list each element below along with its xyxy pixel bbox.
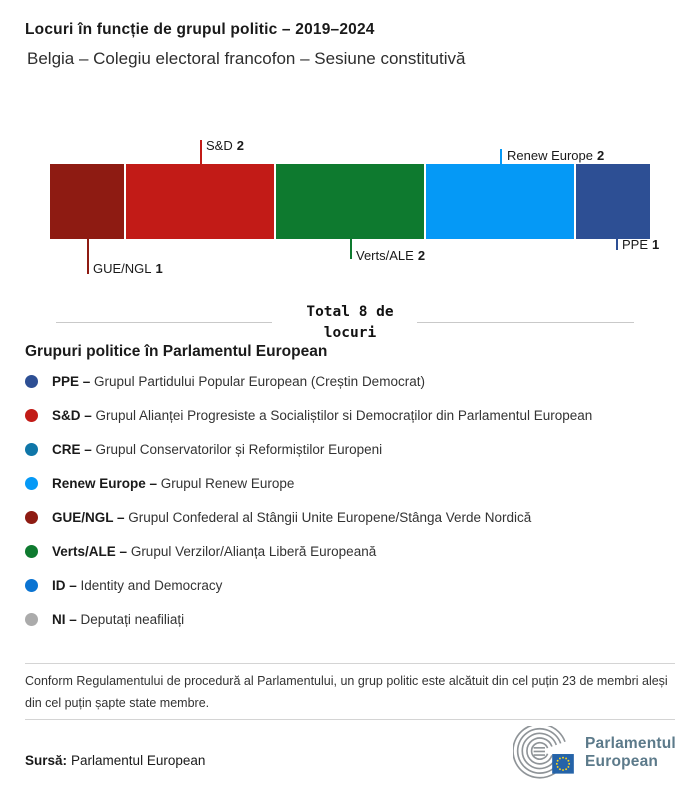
ep-hemicycle-icon (513, 726, 574, 779)
legend-abbr: PPE – (52, 373, 91, 389)
renew-callout-line (500, 149, 502, 164)
legend-name: Grupul Partidului Popular European (Creș… (94, 373, 425, 389)
total-divider-left (56, 322, 272, 323)
cre-color-dot-icon (25, 442, 38, 456)
bar-segment-gue-ngl (50, 164, 124, 239)
eu-flag-icon (552, 754, 574, 774)
legend-name: Deputați neafiliați (80, 611, 185, 627)
legend-abbr: GUE/NGL – (52, 509, 125, 525)
legend-abbr: Verts/ALE – (52, 543, 128, 559)
legend-list: PPE – Grupul Partidului Popular European… (25, 364, 685, 636)
sd-callout-line (200, 140, 202, 164)
ppe-color-dot-icon (25, 374, 38, 388)
ep-logo-text: Parlamentul European (585, 735, 676, 770)
ni-color-dot-icon (25, 612, 38, 626)
legend-abbr: Renew Europe – (52, 475, 158, 491)
legend-row-cre: CRE – Grupul Conservatorilor și Reformiș… (25, 432, 685, 466)
sd-color-dot-icon (25, 408, 38, 422)
gue-ngl-color-dot-icon (25, 510, 38, 524)
ppe-callout-line (616, 239, 618, 250)
total-divider-right (417, 322, 634, 323)
footer-note: Conform Regulamentului de procedură al P… (25, 674, 668, 710)
legend-name: Grupul Renew Europe (160, 475, 295, 491)
legend-row-ppe: PPE – Grupul Partidului Popular European… (25, 364, 685, 398)
legend-name: Grupul Conservatorilor și Reformiștilor … (95, 441, 383, 457)
legend-row-sd: S&D – Grupul Alianței Progresiste a Soci… (25, 398, 685, 432)
bar-segment-sd (126, 164, 274, 239)
legend-abbr: CRE – (52, 441, 92, 457)
page-title: Locuri în funcție de grupul politic – 20… (25, 21, 375, 38)
page-subtitle: Belgia – Colegiu electoral francofon – S… (27, 49, 466, 68)
gue-ngl-callout-label: GUE/NGL 1 (93, 261, 163, 276)
legend-name: Identity and Democracy (80, 577, 223, 593)
seats-stacked-bar (50, 164, 650, 239)
legend-row-renew: Renew Europe – Grupul Renew Europe (25, 466, 685, 500)
bar-segment-verts-ale (276, 164, 424, 239)
legend-name: Grupul Alianței Progresiste a Socialiști… (95, 407, 593, 423)
legend-row-gue-ngl: GUE/NGL – Grupul Confederal al Stângii U… (25, 500, 685, 534)
total-seats-label: Total 8 de locuri (306, 304, 394, 341)
bar-segment-ppe (576, 164, 650, 239)
legend-row-id: ID – Identity and Democracy (25, 568, 685, 602)
legend-abbr: ID – (52, 577, 77, 593)
legend-heading: Grupuri politice în Parlamentul European (25, 343, 328, 360)
legend-row-ni: NI – Deputați neafiliați (25, 602, 685, 636)
legend-row-verts-ale: Verts/ALE – Grupul Verzilor/Alianța Libe… (25, 534, 685, 568)
legend-abbr: NI – (52, 611, 77, 627)
legend-name: Grupul Verzilor/Alianța Liberă Europeană (130, 543, 377, 559)
verts-ale-callout-label: Verts/ALE 2 (356, 248, 426, 263)
ppe-callout-label: PPE 1 (622, 237, 660, 252)
gue-ngl-callout-line (87, 239, 89, 274)
footer-rule-top (25, 663, 675, 664)
verts-ale-color-dot-icon (25, 544, 38, 558)
source-value: Parlamentul European (71, 753, 206, 768)
source-label: Sursă: (25, 753, 68, 768)
renew-callout-label: Renew Europe 2 (507, 148, 605, 163)
bar-segment-renew-europe (426, 164, 574, 239)
legend-name: Grupul Confederal al Stângii Unite Europ… (128, 509, 532, 525)
id-color-dot-icon (25, 578, 38, 592)
legend-abbr: S&D – (52, 407, 92, 423)
renew-color-dot-icon (25, 476, 38, 490)
verts-ale-callout-line (350, 239, 352, 259)
footer-rule-bottom (25, 719, 675, 720)
source-line: Sursă: Parlamentul European (25, 753, 205, 768)
sd-callout-label: S&D 2 (206, 138, 244, 153)
ep-logo: Parlamentul European (513, 726, 676, 780)
